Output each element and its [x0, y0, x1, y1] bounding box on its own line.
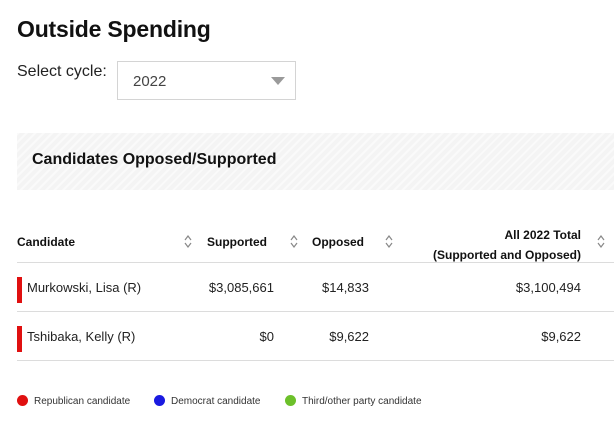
column-header-total[interactable]: All 2022 Total (Supported and Opposed) [400, 225, 581, 265]
legend-dot-republican [17, 395, 28, 406]
legend-dot-democrat [154, 395, 165, 406]
party-indicator [17, 277, 22, 303]
legend-label-third-party: Third/other party candidate [302, 396, 422, 407]
cycle-label: Select cycle: [17, 63, 107, 80]
column-header-opposed[interactable]: Opposed [312, 235, 365, 249]
column-header-candidate[interactable]: Candidate [17, 235, 76, 249]
opposed-cell: $9,622 [329, 329, 369, 344]
section-header: Candidates Opposed/Supported [17, 133, 614, 190]
page-title: Outside Spending [17, 16, 211, 42]
row-divider [17, 311, 614, 312]
sort-icon[interactable] [597, 235, 605, 248]
opposed-cell: $14,833 [322, 280, 369, 295]
sort-icon[interactable] [385, 235, 393, 248]
supported-cell: $3,085,661 [208, 280, 274, 295]
supported-cell: $0 [259, 329, 274, 344]
total-cell: $9,622 [541, 329, 581, 344]
sort-icon[interactable] [290, 235, 298, 248]
cycle-select[interactable]: 2022 [117, 61, 296, 100]
cycle-select-value: 2022 [133, 73, 167, 90]
chevron-down-icon [271, 77, 285, 85]
candidate-link[interactable]: Murkowski, Lisa (R) [27, 280, 142, 295]
legend-label-democrat: Democrat candidate [171, 396, 261, 407]
column-header-total-line2: (Supported and Opposed) [433, 248, 581, 262]
sort-icon[interactable] [184, 235, 192, 248]
legend-dot-third-party [285, 395, 296, 406]
total-cell: $3,100,494 [515, 280, 581, 295]
candidate-link[interactable]: Tshibaka, Kelly (R) [27, 329, 136, 344]
legend-label-republican: Republican candidate [34, 396, 131, 407]
column-header-total-line1: All 2022 Total [504, 228, 581, 242]
section-title: Candidates Opposed/Supported [32, 151, 277, 168]
column-header-supported[interactable]: Supported [207, 235, 267, 249]
party-indicator [17, 326, 22, 352]
header-divider [17, 262, 614, 263]
row-divider [17, 360, 614, 361]
